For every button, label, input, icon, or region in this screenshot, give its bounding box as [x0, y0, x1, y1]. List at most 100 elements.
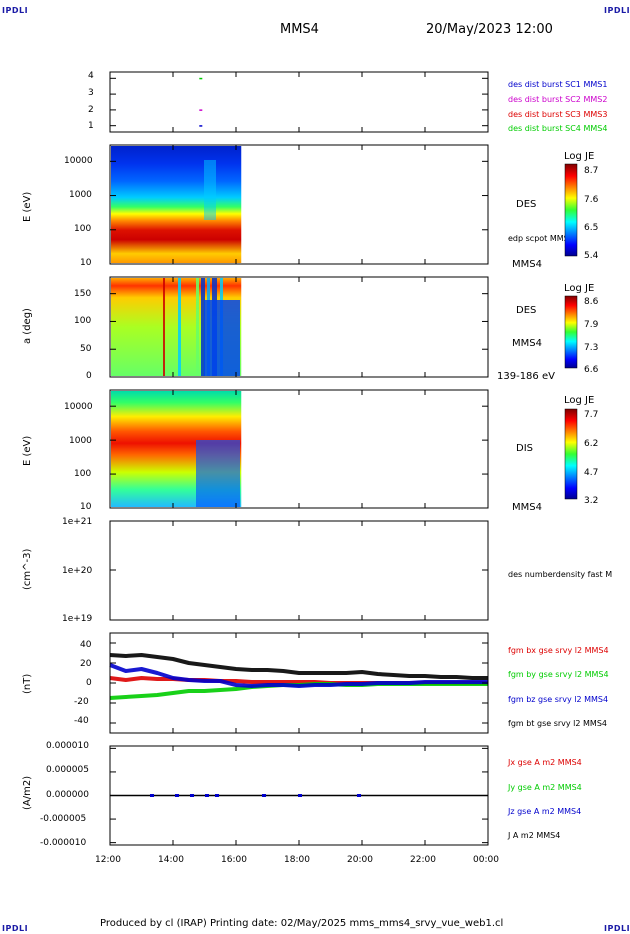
burst-legend-mms2: des dist burst SC2 MMS2	[508, 95, 608, 104]
cbar2-tick: 7.9	[584, 320, 599, 330]
current-spike	[175, 794, 179, 797]
density-ytick: 1e+20	[62, 566, 93, 576]
dis-energy-ytick: 1000	[69, 436, 92, 446]
panel-frame	[109, 520, 489, 621]
time-tick: 22:00	[410, 855, 436, 865]
dis-mms4-label: MMS4	[512, 502, 542, 513]
des-cyan-region	[204, 160, 216, 220]
current-ytick: 0.000000	[46, 790, 89, 800]
fgm-legend-by: fgm by gse srvy l2 MMS4	[508, 670, 609, 679]
des-pitch-ytick: 150	[74, 289, 92, 299]
current-spike	[262, 794, 266, 797]
fgm-bt-line	[109, 653, 488, 680]
burst-ytick: 2	[88, 105, 94, 115]
cbar1-tick: 7.6	[584, 195, 599, 205]
burst-mark	[199, 77, 203, 80]
fgm-ytick: 40	[80, 640, 92, 650]
fgm-ytick: 0	[86, 678, 92, 688]
panel-frame	[109, 71, 489, 133]
des-label: DES	[516, 199, 537, 210]
cbar1-tick: 6.5	[584, 223, 599, 233]
dis-energy-ytick: 100	[74, 469, 92, 479]
fgm-ytick: -40	[74, 716, 89, 726]
current-spike	[205, 794, 209, 797]
current-legend-jx: Jx gse A m2 MMS4	[508, 758, 582, 767]
current-spike	[150, 794, 154, 797]
dis-energy-ytick: 10000	[64, 402, 93, 412]
fgm-ytick: -20	[74, 697, 89, 707]
footer-corner-left: IPDLI	[2, 924, 29, 933]
current-ytick: 0.000010	[46, 741, 89, 751]
colorbar	[564, 408, 578, 500]
burst-ytick: 1	[88, 121, 94, 131]
des-pitch-ytick: 100	[74, 316, 92, 326]
fgm-legend-bx: fgm bx gse srvy l2 MMS4	[508, 646, 609, 655]
des-energy-ytick: 100	[74, 224, 92, 234]
time-tick: 14:00	[158, 855, 184, 865]
density-legend: des numberdensity fast M	[508, 570, 613, 579]
burst-legend-mms3: des dist burst SC3 MMS3	[508, 110, 608, 119]
time-tick: 18:00	[284, 855, 310, 865]
dis-blue-region	[196, 440, 240, 507]
datetime-title: 20/May/2023 12:00	[426, 22, 553, 37]
cbar3-tick: 7.7	[584, 410, 599, 420]
time-tick: 16:00	[221, 855, 247, 865]
burst-legend-mms1: des dist burst SC1 MMS1	[508, 80, 608, 89]
density-ytick: 1e+19	[62, 614, 93, 624]
burst-legend-mms4: des dist burst SC4 MMS4	[508, 124, 608, 133]
current-legend-jy: Jy gse A m2 MMS4	[508, 783, 582, 792]
des-pitch-mms4-label: MMS4	[512, 338, 542, 349]
cbar2-tick: 8.6	[584, 297, 599, 307]
current-ytick: 0.000005	[46, 765, 89, 775]
dis-label: DIS	[516, 443, 533, 454]
cbar1-tick: 8.7	[584, 166, 599, 176]
time-tick: 00:00	[473, 855, 499, 865]
time-tick: 20:00	[347, 855, 373, 865]
des-energy-spectrogram	[111, 146, 242, 263]
burst-mark	[199, 125, 203, 127]
cbar2-tick: 6.6	[584, 365, 599, 375]
scpot-label: edp scpot MMS4	[508, 234, 574, 243]
fgm-ytick: 20	[80, 659, 92, 669]
burst-ytick: 4	[88, 71, 94, 81]
time-tick: 12:00	[95, 855, 121, 865]
burst-ytick: 3	[88, 88, 94, 98]
cbar1-title: Log JE	[564, 151, 595, 162]
cbar2-title: Log JE	[564, 283, 595, 294]
des-energy-ytick: 1000	[69, 190, 92, 200]
cbar2-tick: 7.3	[584, 343, 599, 353]
des-mms4-label: MMS4	[512, 259, 542, 270]
fgm-legend-bt: fgm bt gse srvy l2 MMS4	[508, 719, 607, 728]
corner-tag-right: IPDLI	[604, 6, 630, 15]
des-pitch-ytick: 50	[80, 344, 92, 354]
energy-range-label: 139-186 eV	[497, 371, 555, 382]
cbar1-tick: 5.4	[584, 251, 599, 261]
cbar3-title: Log JE	[564, 395, 595, 406]
cbar3-tick: 3.2	[584, 496, 599, 506]
dis-energy-ytick: 10	[80, 502, 92, 512]
colorbar	[564, 295, 578, 369]
des-pitch-ytick: 0	[86, 371, 92, 381]
current-spike	[298, 794, 302, 797]
pitch-stripe	[163, 278, 165, 376]
current-legend-jz: Jz gse A m2 MMS4	[508, 807, 582, 816]
footer-corner-right: IPDLI	[604, 924, 630, 933]
colorbar	[564, 163, 578, 257]
footer-text: Produced by cl (IRAP) Printing date: 02/…	[100, 918, 504, 929]
fgm-legend-bz: fgm bz gse srvy l2 MMS4	[508, 695, 609, 704]
current-ytick: -0.000005	[40, 814, 87, 824]
current-ytick: -0.000010	[40, 838, 87, 848]
des-pitch-label: DES	[516, 305, 537, 316]
des-energy-ytick: 10	[80, 258, 92, 268]
pitch-blue-region	[204, 300, 240, 376]
pitch-stripe	[201, 278, 205, 376]
spacecraft-title: MMS4	[280, 22, 319, 37]
fgm-bz-line	[109, 663, 488, 688]
current-legend-j: J A m2 MMS4	[508, 831, 561, 840]
density-ytick: 1e+21	[62, 517, 93, 527]
pitch-stripe	[196, 278, 199, 376]
burst-mark	[199, 109, 203, 111]
current-spike	[215, 794, 219, 797]
pitch-stripe	[178, 278, 181, 376]
